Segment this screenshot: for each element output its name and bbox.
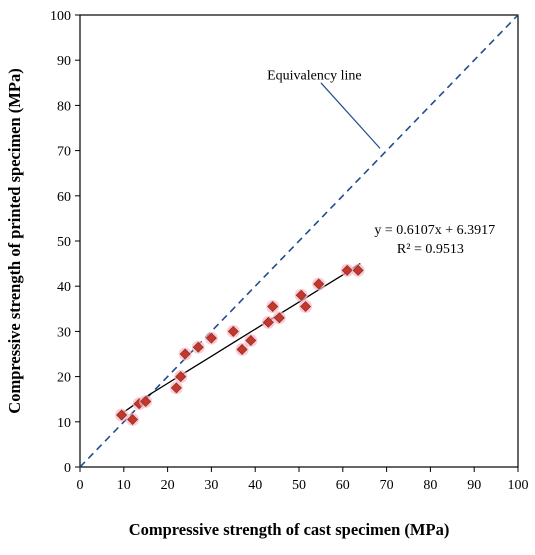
- y-axis-title: Compressive strength of printed specimen…: [5, 68, 24, 413]
- data-point: [205, 332, 217, 344]
- x-tick-label: 80: [423, 478, 437, 493]
- data-point: [341, 264, 353, 276]
- y-tick-label: 70: [57, 145, 71, 160]
- y-tick-label: 20: [57, 371, 71, 386]
- x-tick-label: 0: [77, 478, 84, 493]
- data-point: [267, 301, 279, 312]
- trendline-r-squared: R² = 0.9513: [397, 242, 464, 257]
- y-tick-label: 50: [57, 235, 71, 250]
- x-axis-title: Compressive strength of cast specimen (M…: [129, 520, 450, 539]
- data-point: [352, 264, 364, 276]
- y-tick-label: 40: [57, 280, 71, 295]
- equivalency-label: Equivalency line: [267, 69, 361, 84]
- data-point: [313, 278, 325, 290]
- data-points: [115, 263, 365, 427]
- data-point: [262, 316, 274, 328]
- y-tick-label: 30: [57, 325, 71, 340]
- data-point: [175, 371, 187, 383]
- y-axis-ticks: [75, 14, 80, 468]
- x-tick-label: 20: [161, 478, 175, 493]
- equivalency-pointer-line: [320, 82, 381, 149]
- data-point: [140, 396, 152, 407]
- data-point: [245, 335, 257, 346]
- data-point: [300, 301, 311, 312]
- data-point: [179, 348, 191, 360]
- x-axis-tick-labels: 0 10 20 30 40 50 60 70 80 90 100: [77, 478, 529, 493]
- trendline-equation: y = 0.6107x + 6.3917: [374, 223, 495, 238]
- data-point: [116, 409, 128, 421]
- data-point: [170, 382, 182, 394]
- x-tick-label: 40: [248, 478, 262, 493]
- data-point: [127, 414, 138, 425]
- data-point: [273, 312, 285, 324]
- x-tick-label: 100: [508, 478, 529, 493]
- y-tick-label: 80: [57, 99, 71, 114]
- x-tick-label: 50: [292, 478, 306, 493]
- equivalency-line: [79, 14, 519, 468]
- x-tick-label: 70: [380, 478, 394, 493]
- y-tick-label: 10: [57, 416, 71, 431]
- x-tick-label: 90: [467, 478, 481, 493]
- x-tick-label: 30: [204, 478, 218, 493]
- y-tick-label: 90: [57, 54, 71, 69]
- x-tick-label: 10: [117, 478, 131, 493]
- x-tick-label: 60: [336, 478, 350, 493]
- y-tick-label: 60: [57, 190, 71, 205]
- x-axis-ticks: [79, 467, 519, 472]
- data-point: [295, 289, 307, 301]
- y-tick-label: 0: [64, 461, 71, 476]
- y-tick-label: 100: [50, 9, 71, 24]
- data-point: [236, 344, 248, 355]
- data-point: [192, 341, 204, 353]
- data-point: [227, 325, 239, 337]
- y-axis-tick-labels: 0 10 20 30 40 50 60 70 80 90 100: [50, 9, 71, 476]
